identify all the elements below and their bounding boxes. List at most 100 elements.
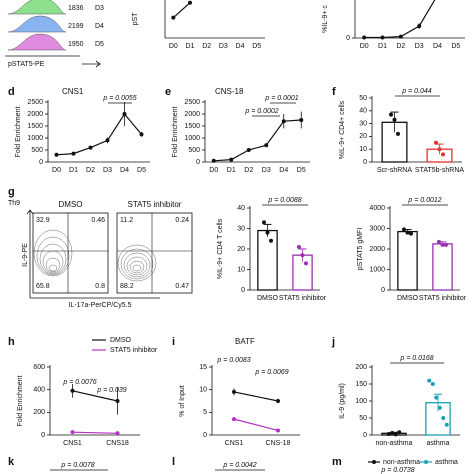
marker (276, 428, 280, 433)
y-tick-label: 0 (346, 35, 350, 42)
marker (188, 0, 192, 5)
chart-title: CNS-18 (215, 87, 244, 96)
point (444, 242, 448, 247)
point (405, 230, 410, 235)
sample-name: STAT5 inhibitor (128, 200, 182, 209)
marker (362, 35, 367, 40)
y-axis-label: Fold Enrichment (172, 106, 179, 157)
point (434, 395, 439, 400)
y-tick-label: 40 (237, 205, 245, 212)
y-tick-label: 600 (33, 364, 45, 371)
histogram (7, 15, 67, 33)
x-tick-label: D5 (297, 167, 306, 174)
x-tick-label: D0 (360, 43, 369, 50)
p-value: p = 0.0083 (216, 357, 250, 364)
line (364, 0, 436, 39)
x-tick-label: DMSO (397, 295, 419, 302)
y-tick-label: 1000 (369, 266, 385, 273)
mfi-value: 1836 (68, 5, 84, 12)
y-axis-label: %IL-9+ c (322, 5, 329, 33)
y-axis-label: Fold Enrichment (15, 106, 22, 157)
y-tick-label: 0 (363, 159, 367, 166)
legend-label: DMSO (110, 337, 132, 344)
point (386, 431, 391, 436)
x-tick-label: CNS18 (106, 440, 129, 447)
p-value: p = 0.0002 (244, 108, 278, 115)
arrow (82, 60, 101, 68)
x-tick-label: D1 (378, 43, 387, 50)
y-tick-label: 10 (199, 387, 207, 394)
marker (246, 148, 251, 152)
quadrant-value: 32.9 (36, 217, 50, 224)
y-tick-label: 1000 (184, 135, 200, 142)
x-tick-label: D4 (433, 43, 442, 50)
sample-name: D3 (95, 5, 104, 12)
x-tick-label: D2 (244, 167, 253, 174)
y-tick-label: 1500 (184, 123, 200, 130)
point (430, 382, 435, 386)
marker (264, 143, 269, 148)
quadrant-value: 11.2 (120, 217, 133, 224)
y-tick-label: 20 (237, 246, 245, 253)
marker (115, 431, 120, 436)
contour (123, 252, 151, 278)
x-tick-label: CNS1 (63, 440, 82, 447)
quadrant-value: 0.47 (175, 283, 189, 290)
marker (380, 35, 385, 40)
point (393, 432, 398, 437)
histogram (7, 0, 67, 15)
marker (71, 151, 76, 156)
y-axis-label: IL-9-PE (22, 243, 29, 267)
mfi-value: 1950 (68, 41, 84, 48)
marker (398, 34, 403, 39)
contour (39, 243, 67, 275)
contour (129, 260, 145, 274)
point (402, 227, 406, 232)
x-tick-label: D0 (169, 43, 178, 50)
panel-label: f (332, 86, 336, 98)
marker (122, 112, 127, 116)
y-tick-label: 0 (381, 287, 385, 294)
quadrant-value: 0.8 (95, 283, 105, 290)
line (233, 418, 279, 432)
panel-label: d (8, 86, 15, 98)
y-tick-label: 40 (359, 108, 367, 115)
line (56, 112, 142, 156)
p-value: p = 0.0055 (102, 95, 136, 102)
marker (139, 132, 144, 137)
x-tick-label: D4 (236, 43, 245, 50)
marker (276, 399, 280, 403)
x-tick-label: CNS-18 (266, 440, 291, 447)
marker (54, 152, 59, 157)
panel-label: j (331, 336, 335, 348)
point (304, 261, 308, 266)
y-tick-label: 2500 (27, 99, 43, 106)
quadrant-value: 0.46 (91, 217, 105, 224)
y-axis-label: pST (132, 12, 139, 26)
marker (417, 24, 422, 29)
y-tick-label: 2000 (184, 111, 200, 118)
plot-frame (116, 212, 193, 294)
point (392, 117, 397, 122)
point (427, 378, 432, 383)
y-tick-label: 50 (359, 415, 367, 422)
point (437, 239, 441, 244)
contour (117, 244, 157, 282)
x-tick-label: D2 (86, 167, 95, 174)
contour (120, 248, 154, 280)
bar (397, 230, 418, 291)
y-tick-label: 1500 (27, 123, 43, 130)
panel-label: h (8, 336, 15, 348)
x-tick-label: D3 (103, 167, 112, 174)
legend-label: non-asthma (383, 459, 420, 466)
chart-title: CNS1 (62, 87, 84, 96)
sample-name: D5 (95, 41, 104, 48)
x-tick-label: D4 (120, 167, 129, 174)
p-value: p = 0.0168 (399, 355, 433, 362)
p-value: p = 0.0069 (254, 369, 288, 376)
x-tick-label: D5 (137, 167, 146, 174)
x-tick-label: D3 (262, 167, 271, 174)
y-tick-label: 200 (355, 364, 367, 371)
quadrant-value: 88.2 (120, 283, 134, 290)
